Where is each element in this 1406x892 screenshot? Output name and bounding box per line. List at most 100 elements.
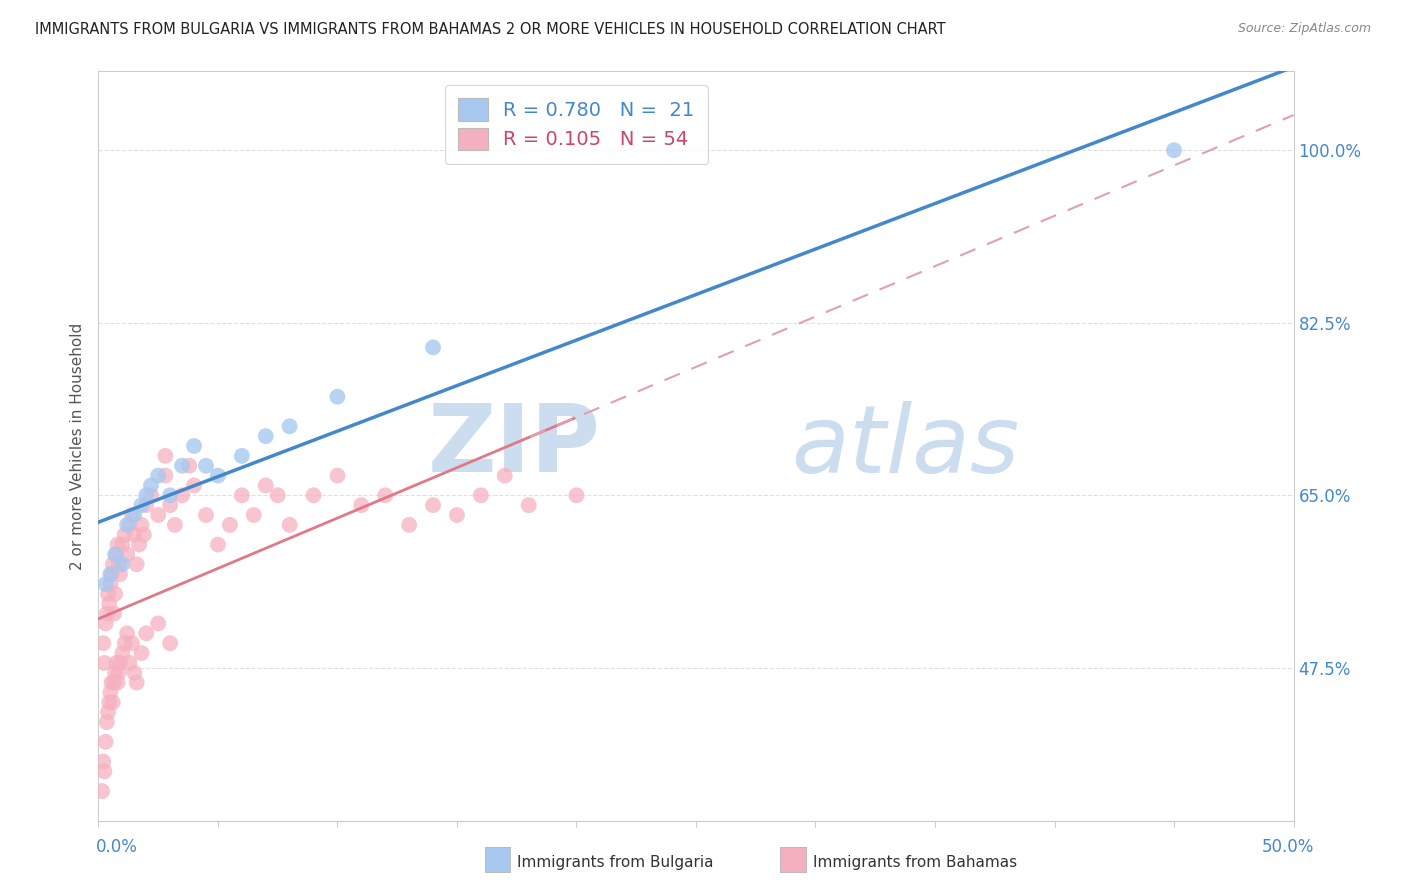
Point bbox=[114, 527, 136, 541]
Point bbox=[179, 458, 201, 473]
Point bbox=[108, 567, 131, 582]
Point bbox=[350, 498, 373, 512]
Point bbox=[114, 636, 136, 650]
Point bbox=[195, 508, 218, 522]
Point bbox=[104, 665, 127, 680]
Point bbox=[94, 577, 117, 591]
Point bbox=[207, 468, 229, 483]
Point bbox=[243, 508, 266, 522]
Point bbox=[98, 695, 121, 709]
Point bbox=[231, 488, 253, 502]
Point bbox=[103, 607, 125, 621]
Point bbox=[97, 705, 120, 719]
Point bbox=[422, 498, 444, 512]
Legend: R = 0.780   N =  21, R = 0.105   N = 54: R = 0.780 N = 21, R = 0.105 N = 54 bbox=[444, 85, 709, 164]
Point bbox=[135, 498, 157, 512]
Point bbox=[148, 468, 170, 483]
Point bbox=[98, 597, 121, 611]
Text: Immigrants from Bahamas: Immigrants from Bahamas bbox=[813, 855, 1017, 870]
Point bbox=[104, 548, 127, 562]
Point bbox=[148, 508, 170, 522]
Point bbox=[207, 538, 229, 552]
Point bbox=[302, 488, 325, 502]
Point bbox=[98, 567, 122, 582]
Point bbox=[101, 695, 124, 709]
Point bbox=[118, 656, 141, 670]
Point bbox=[115, 548, 138, 562]
Point bbox=[374, 488, 396, 502]
Point bbox=[100, 675, 122, 690]
Point bbox=[139, 488, 162, 502]
Point bbox=[231, 449, 253, 463]
Point bbox=[278, 419, 301, 434]
Point bbox=[278, 517, 301, 532]
Point bbox=[100, 567, 122, 582]
Point bbox=[155, 449, 177, 463]
Point bbox=[494, 468, 516, 483]
Point bbox=[111, 538, 134, 552]
Text: 0.0%: 0.0% bbox=[96, 838, 138, 855]
Point bbox=[91, 755, 114, 769]
Point bbox=[105, 656, 128, 670]
Text: IMMIGRANTS FROM BULGARIA VS IMMIGRANTS FROM BAHAMAS 2 OR MORE VEHICLES IN HOUSEH: IMMIGRANTS FROM BULGARIA VS IMMIGRANTS F… bbox=[35, 22, 946, 37]
Point bbox=[121, 636, 143, 650]
Point bbox=[124, 527, 146, 541]
Point bbox=[139, 478, 162, 492]
Point bbox=[132, 527, 155, 541]
Point bbox=[107, 558, 129, 572]
Point bbox=[148, 616, 170, 631]
Y-axis label: 2 or more Vehicles in Household: 2 or more Vehicles in Household bbox=[70, 322, 86, 570]
Point bbox=[125, 675, 148, 690]
Point bbox=[183, 439, 205, 453]
Point bbox=[115, 517, 138, 532]
Point bbox=[326, 468, 349, 483]
Point bbox=[446, 508, 468, 522]
Point bbox=[159, 636, 181, 650]
Point bbox=[118, 517, 141, 532]
Text: Immigrants from Bulgaria: Immigrants from Bulgaria bbox=[517, 855, 714, 870]
Text: 50.0%: 50.0% bbox=[1263, 838, 1315, 855]
Point bbox=[121, 508, 143, 522]
Point bbox=[111, 646, 134, 660]
Point bbox=[125, 558, 148, 572]
Point bbox=[98, 685, 122, 699]
Point bbox=[107, 675, 129, 690]
Point bbox=[131, 517, 153, 532]
Point bbox=[135, 626, 157, 640]
Point bbox=[124, 508, 146, 522]
Point bbox=[98, 577, 122, 591]
Point bbox=[107, 538, 129, 552]
Point bbox=[565, 488, 588, 502]
Point bbox=[219, 517, 242, 532]
Point bbox=[101, 558, 124, 572]
Point bbox=[172, 458, 194, 473]
Point bbox=[398, 517, 420, 532]
Point bbox=[422, 340, 444, 354]
Point bbox=[135, 488, 157, 502]
Point bbox=[108, 656, 131, 670]
Point bbox=[94, 616, 117, 631]
Point bbox=[267, 488, 290, 502]
Text: Source: ZipAtlas.com: Source: ZipAtlas.com bbox=[1237, 22, 1371, 36]
Point bbox=[254, 429, 277, 443]
Point bbox=[159, 498, 181, 512]
Point bbox=[96, 607, 118, 621]
Point bbox=[107, 665, 129, 680]
Point bbox=[254, 478, 277, 492]
Point bbox=[115, 626, 138, 640]
Point bbox=[131, 646, 153, 660]
Point bbox=[97, 587, 120, 601]
Point bbox=[163, 517, 186, 532]
Text: atlas: atlas bbox=[792, 401, 1019, 491]
Point bbox=[172, 488, 194, 502]
Point bbox=[94, 735, 117, 749]
Point bbox=[124, 665, 146, 680]
Point bbox=[96, 714, 118, 729]
Point bbox=[91, 784, 114, 798]
Point bbox=[103, 675, 125, 690]
Point bbox=[104, 587, 127, 601]
Point bbox=[326, 390, 349, 404]
Point bbox=[128, 538, 150, 552]
Point bbox=[105, 548, 128, 562]
Point bbox=[93, 764, 115, 779]
